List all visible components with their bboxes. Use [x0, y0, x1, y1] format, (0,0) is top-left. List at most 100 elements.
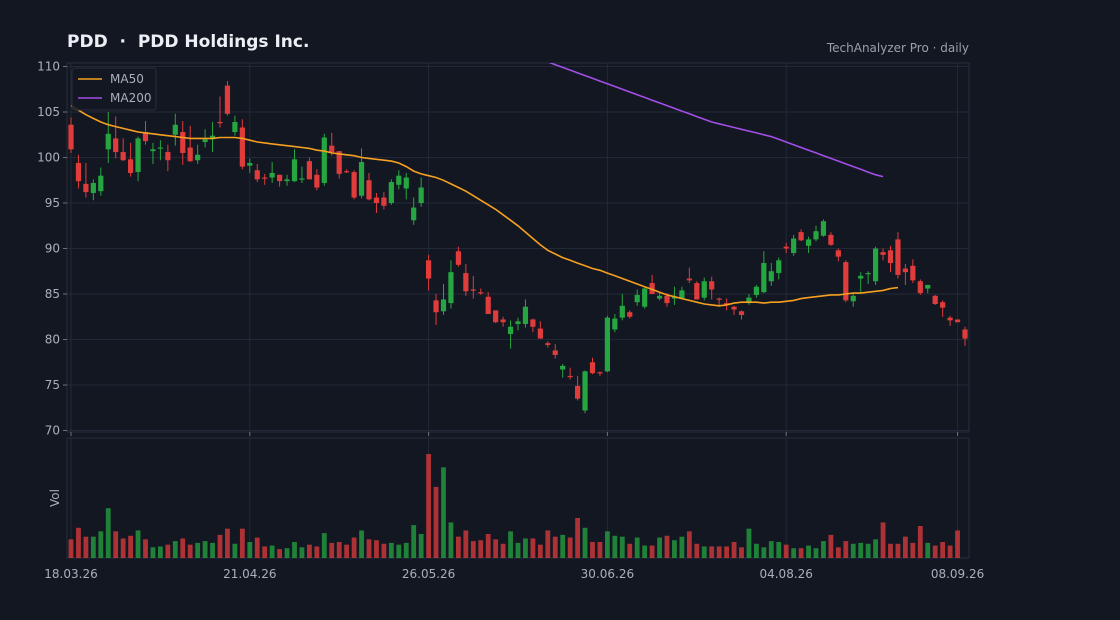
- volume-bar: [806, 545, 811, 558]
- y-tick-label: 110: [37, 60, 60, 74]
- candle-body: [679, 290, 685, 299]
- volume-bar: [344, 544, 350, 558]
- volume-bar: [135, 530, 141, 558]
- candle-body: [843, 262, 849, 301]
- volume-bar: [426, 454, 431, 558]
- y-tick-label: 100: [37, 151, 60, 165]
- frame-layer: [66, 62, 970, 559]
- candle-body: [582, 371, 588, 411]
- candle-body: [291, 159, 298, 182]
- candle-body: [954, 319, 961, 323]
- candle-body: [798, 232, 804, 241]
- candle-body: [642, 288, 648, 307]
- volume-bar: [798, 548, 804, 558]
- volume-bar: [508, 531, 513, 558]
- candle-body: [962, 329, 968, 339]
- y-tick-label: 80: [45, 333, 60, 347]
- volume-bar: [932, 545, 938, 558]
- candle-body: [448, 272, 454, 304]
- volume-bar: [381, 543, 387, 558]
- candle-body: [329, 145, 335, 153]
- candle-body: [545, 343, 551, 345]
- volume-bar: [739, 547, 744, 558]
- volume-bar: [210, 542, 215, 558]
- candle-body: [925, 284, 931, 289]
- volume-bar: [500, 543, 506, 558]
- candle-body: [433, 300, 439, 313]
- candle-body: [142, 132, 149, 142]
- y-tick-label: 90: [45, 242, 60, 256]
- volume-bar: [314, 546, 320, 558]
- candle-body: [321, 137, 327, 183]
- volume-bar: [187, 544, 193, 558]
- candle-body: [738, 311, 745, 315]
- volume-bar: [396, 544, 402, 558]
- volume-bar: [76, 527, 81, 558]
- volume-bar: [98, 531, 104, 558]
- volume-bar: [321, 533, 327, 558]
- volume-bar: [552, 536, 558, 558]
- volume-bar: [441, 467, 446, 558]
- candle-body: [358, 162, 365, 196]
- volume-bar: [537, 544, 543, 558]
- legend: MA50 MA200: [71, 67, 157, 111]
- volume-bar: [90, 536, 96, 558]
- volume-bar: [873, 539, 878, 558]
- volume-bar: [128, 535, 133, 558]
- ma-layer: [70, 63, 899, 307]
- volume-bar: [940, 542, 946, 558]
- volume-bar: [679, 536, 685, 558]
- candle-body: [552, 350, 558, 355]
- candle-body: [753, 286, 759, 295]
- volume-bar: [582, 527, 588, 558]
- candle-body: [284, 179, 290, 182]
- candle-body: [895, 239, 901, 275]
- candle-body: [724, 303, 730, 305]
- volume-bar: [686, 531, 692, 558]
- volume-bar: [783, 544, 789, 558]
- volume-bar: [850, 543, 856, 558]
- candle-body: [694, 283, 700, 300]
- volume-bar: [791, 548, 797, 558]
- volume-bar: [359, 530, 364, 558]
- legend-label: MA50: [110, 72, 144, 86]
- ma200-line: [548, 63, 884, 178]
- volume-bar: [463, 530, 469, 558]
- candle-body: [217, 122, 223, 124]
- volume-bar: [530, 538, 536, 558]
- candle-body: [478, 292, 484, 294]
- volume-bar: [761, 547, 767, 558]
- volume-layer: [68, 454, 960, 558]
- candle-body: [239, 127, 245, 167]
- volume-bar: [709, 546, 715, 558]
- candle-body: [426, 260, 432, 279]
- candle-body: [470, 289, 476, 291]
- candle-body: [686, 278, 692, 281]
- candle-body: [567, 375, 573, 378]
- candle-body: [701, 281, 707, 298]
- volume-bar: [821, 541, 826, 558]
- volume-bar: [835, 547, 841, 558]
- volume-bar: [262, 546, 268, 558]
- volume-bar: [478, 540, 484, 558]
- volume-bar: [955, 530, 960, 558]
- candle-body: [530, 319, 536, 327]
- axis-layer: 70 75 80 85 90 95 100 105 110 18.03.26 21.04.26 26.…: [37, 60, 984, 582]
- volume-bar: [567, 537, 573, 558]
- chart-title: PDD · PDD Holdings Inc.: [67, 32, 310, 52]
- volume-bar: [515, 542, 521, 558]
- volume-bar: [225, 528, 230, 558]
- candle-body: [515, 321, 521, 325]
- candle-body: [463, 273, 469, 292]
- price-panel-frame: [66, 62, 970, 433]
- candle-body: [828, 234, 834, 245]
- volume-bar: [374, 540, 379, 558]
- volume-bar: [716, 546, 722, 558]
- candle-body: [858, 275, 864, 279]
- volume-bar: [150, 547, 156, 558]
- volume-bar: [143, 539, 148, 558]
- candle-body: [128, 159, 134, 173]
- volume-bar: [158, 546, 163, 558]
- candle-body: [195, 154, 201, 161]
